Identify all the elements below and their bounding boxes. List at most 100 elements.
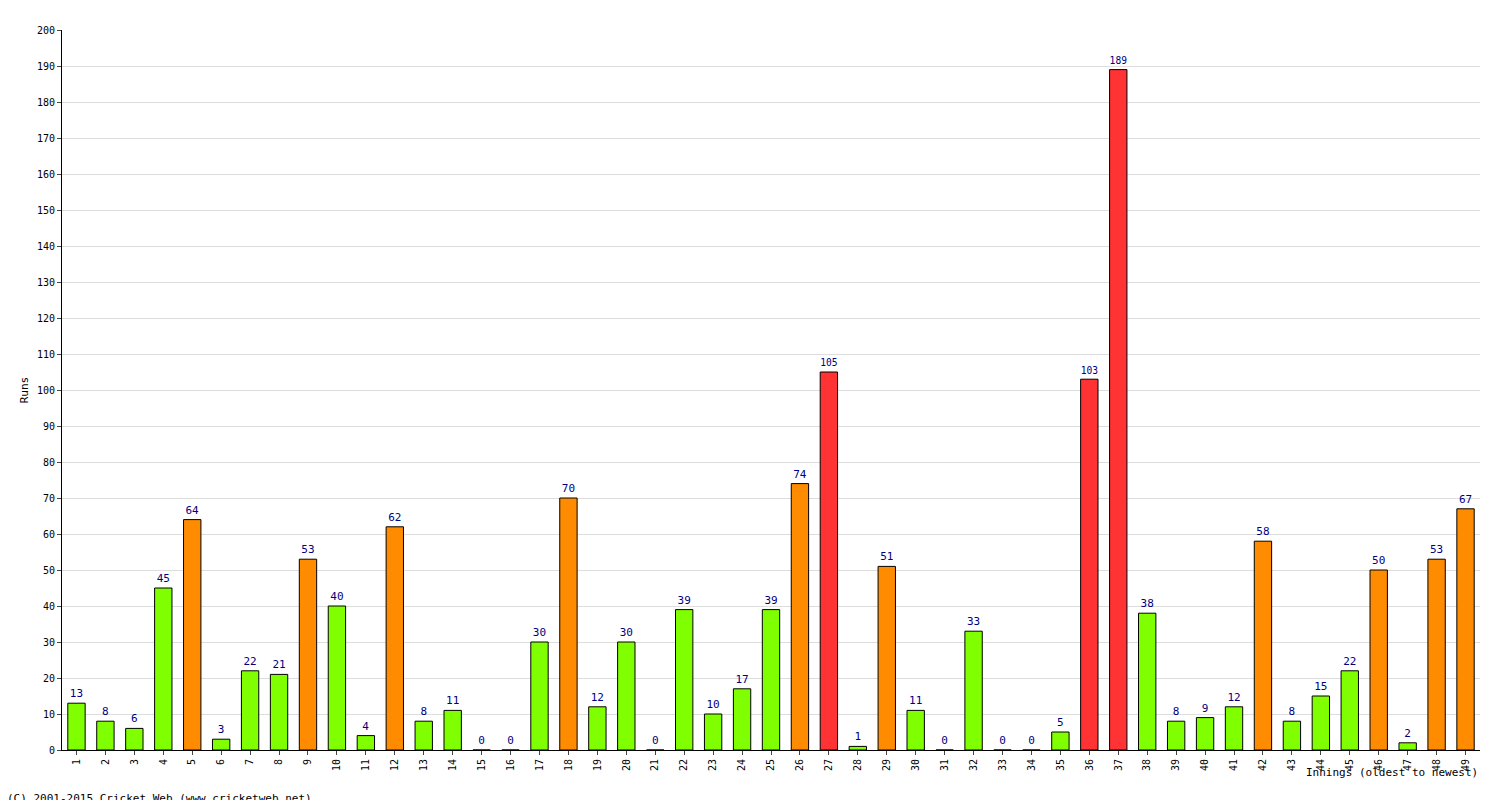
svg-text:39: 39 (764, 594, 777, 607)
svg-text:12: 12 (591, 691, 604, 704)
svg-text:190: 190 (37, 61, 55, 72)
svg-text:2: 2 (1404, 727, 1411, 740)
svg-text:13: 13 (418, 759, 429, 771)
svg-text:43: 43 (1286, 759, 1297, 771)
svg-text:74: 74 (793, 468, 807, 481)
svg-text:160: 160 (37, 169, 55, 180)
svg-text:9: 9 (1202, 702, 1209, 715)
svg-text:22: 22 (1343, 655, 1356, 668)
svg-text:0: 0 (49, 745, 55, 756)
svg-text:36: 36 (1084, 759, 1095, 771)
svg-text:11: 11 (909, 694, 922, 707)
svg-text:25: 25 (765, 759, 776, 771)
svg-text:200: 200 (37, 25, 55, 36)
svg-text:7: 7 (244, 759, 255, 765)
svg-text:0: 0 (507, 734, 514, 747)
svg-text:20: 20 (43, 673, 55, 684)
svg-text:103: 103 (1081, 365, 1099, 376)
svg-text:42: 42 (1257, 759, 1268, 771)
svg-text:17: 17 (534, 759, 545, 771)
svg-text:20: 20 (621, 759, 632, 771)
svg-text:0: 0 (478, 734, 485, 747)
svg-text:48: 48 (1431, 759, 1442, 771)
svg-text:1: 1 (855, 730, 862, 743)
svg-text:0: 0 (999, 734, 1006, 747)
svg-text:Innings (oldest to newest): Innings (oldest to newest) (1306, 766, 1478, 779)
svg-text:58: 58 (1256, 525, 1269, 538)
svg-text:46: 46 (1373, 759, 1384, 771)
svg-text:8: 8 (273, 759, 284, 765)
svg-text:6: 6 (131, 712, 138, 725)
svg-text:40: 40 (43, 601, 55, 612)
svg-text:32: 32 (968, 759, 979, 771)
svg-text:62: 62 (388, 511, 401, 524)
svg-text:11: 11 (446, 694, 459, 707)
svg-text:5: 5 (186, 759, 197, 765)
svg-text:8: 8 (1173, 705, 1180, 718)
svg-text:8: 8 (102, 705, 109, 718)
svg-text:6: 6 (215, 759, 226, 765)
svg-text:15: 15 (1314, 680, 1327, 693)
svg-text:10: 10 (331, 759, 342, 771)
svg-text:45: 45 (1344, 759, 1355, 771)
svg-text:4: 4 (362, 720, 369, 733)
svg-text:140: 140 (37, 241, 55, 252)
svg-text:22: 22 (243, 655, 256, 668)
svg-text:(C) 2001-2015 Cricket Web (www: (C) 2001-2015 Cricket Web (www.cricketwe… (7, 792, 312, 800)
svg-text:8: 8 (420, 705, 427, 718)
svg-text:10: 10 (43, 709, 55, 720)
svg-text:189: 189 (1110, 55, 1128, 66)
svg-text:38: 38 (1141, 597, 1154, 610)
svg-text:23: 23 (707, 759, 718, 771)
svg-text:24: 24 (736, 759, 747, 771)
svg-text:0: 0 (652, 734, 659, 747)
svg-text:29: 29 (881, 759, 892, 771)
svg-text:34: 34 (1026, 759, 1037, 771)
svg-text:53: 53 (301, 543, 314, 556)
svg-text:180: 180 (37, 97, 55, 108)
svg-text:30: 30 (620, 626, 633, 639)
svg-text:150: 150 (37, 205, 55, 216)
svg-text:11: 11 (360, 759, 371, 771)
svg-text:33: 33 (997, 759, 1008, 771)
svg-text:31: 31 (939, 759, 950, 771)
svg-text:44: 44 (1315, 759, 1326, 771)
svg-text:64: 64 (185, 504, 199, 517)
svg-text:90: 90 (43, 421, 55, 432)
svg-text:39: 39 (1170, 759, 1181, 771)
svg-text:50: 50 (43, 565, 55, 576)
svg-text:13: 13 (70, 687, 83, 700)
svg-text:105: 105 (820, 357, 837, 368)
svg-text:8: 8 (1289, 705, 1296, 718)
svg-text:Runs: Runs (18, 377, 31, 404)
svg-text:110: 110 (37, 349, 55, 360)
svg-text:26: 26 (794, 759, 805, 771)
svg-text:50: 50 (1372, 554, 1385, 567)
svg-text:4: 4 (158, 759, 169, 765)
svg-text:27: 27 (823, 759, 834, 771)
svg-text:2: 2 (100, 759, 111, 765)
svg-text:12: 12 (389, 759, 400, 771)
svg-text:5: 5 (1057, 716, 1064, 729)
svg-text:41: 41 (1228, 759, 1239, 771)
svg-text:170: 170 (37, 133, 55, 144)
svg-text:51: 51 (880, 550, 893, 563)
svg-text:35: 35 (1055, 759, 1066, 771)
svg-text:19: 19 (592, 759, 603, 771)
svg-text:12: 12 (1227, 691, 1240, 704)
svg-text:18: 18 (563, 759, 574, 771)
svg-text:10: 10 (706, 698, 719, 711)
svg-text:16: 16 (505, 759, 516, 771)
svg-text:47: 47 (1402, 759, 1413, 771)
svg-text:120: 120 (37, 313, 55, 324)
svg-text:15: 15 (476, 759, 487, 771)
svg-text:0: 0 (1028, 734, 1035, 747)
svg-text:130: 130 (37, 277, 55, 288)
svg-text:33: 33 (967, 615, 980, 628)
svg-text:70: 70 (562, 482, 575, 495)
svg-text:40: 40 (330, 590, 343, 603)
svg-text:37: 37 (1113, 759, 1124, 771)
svg-text:28: 28 (852, 759, 863, 771)
svg-text:80: 80 (43, 457, 55, 468)
svg-text:17: 17 (735, 673, 748, 686)
